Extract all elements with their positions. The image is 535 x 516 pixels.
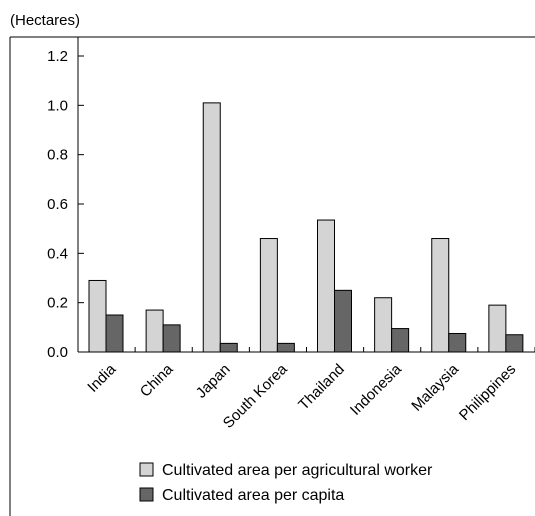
bar-capita-china — [162, 324, 181, 353]
bar-capita-philippines — [505, 334, 524, 353]
y-tick-label: 0.8 — [47, 147, 68, 164]
bar-worker-japan — [202, 102, 221, 353]
legend-swatch-capita — [139, 487, 154, 502]
legend: Cultivated area per agricultural worker … — [139, 462, 433, 504]
bar-worker-india — [88, 279, 107, 353]
y-axis: 0.0 0.2 0.4 0.6 0.8 1.0 1.2 — [47, 37, 84, 361]
x-category-label: India — [84, 360, 119, 395]
bar-capita-india — [105, 314, 124, 353]
bar-worker-indonesia — [374, 297, 393, 353]
y-tick-label: 0.6 — [47, 196, 68, 213]
y-tick-label: 1.2 — [47, 48, 68, 65]
x-category-label: Philippines — [456, 361, 519, 424]
bar-capita-thailand — [334, 289, 352, 353]
legend-swatch-worker — [139, 462, 154, 477]
bar-capita-indonesia — [391, 328, 410, 353]
legend-label-capita: Cultivated area per capita — [162, 487, 344, 504]
bar-worker-thailand — [317, 219, 335, 353]
bar-worker-malaysia — [431, 238, 450, 353]
bar-worker-philippines — [488, 304, 507, 353]
unit-label: (Hectares) — [10, 12, 80, 29]
bar-capita-japan — [219, 342, 238, 353]
bar-worker-south-korea — [259, 238, 278, 353]
bars — [88, 102, 524, 353]
x-category-label: Japan — [193, 361, 234, 402]
bar-capita-malaysia — [448, 333, 467, 353]
x-category-label: Indonesia — [347, 360, 405, 418]
y-tick-label: 1.0 — [47, 97, 68, 114]
y-tick-label: 0.2 — [47, 295, 68, 312]
legend-label-worker: Cultivated area per agricultural worker — [162, 462, 433, 479]
x-category-label: Thailand — [295, 361, 348, 414]
bar-capita-south-korea — [276, 342, 295, 353]
x-category-label: Malaysia — [408, 360, 462, 414]
x-category-label: China — [137, 360, 177, 400]
y-tick-label: 0.4 — [47, 245, 68, 262]
bar-worker-china — [145, 309, 164, 353]
y-tick-label: 0.0 — [47, 344, 68, 361]
